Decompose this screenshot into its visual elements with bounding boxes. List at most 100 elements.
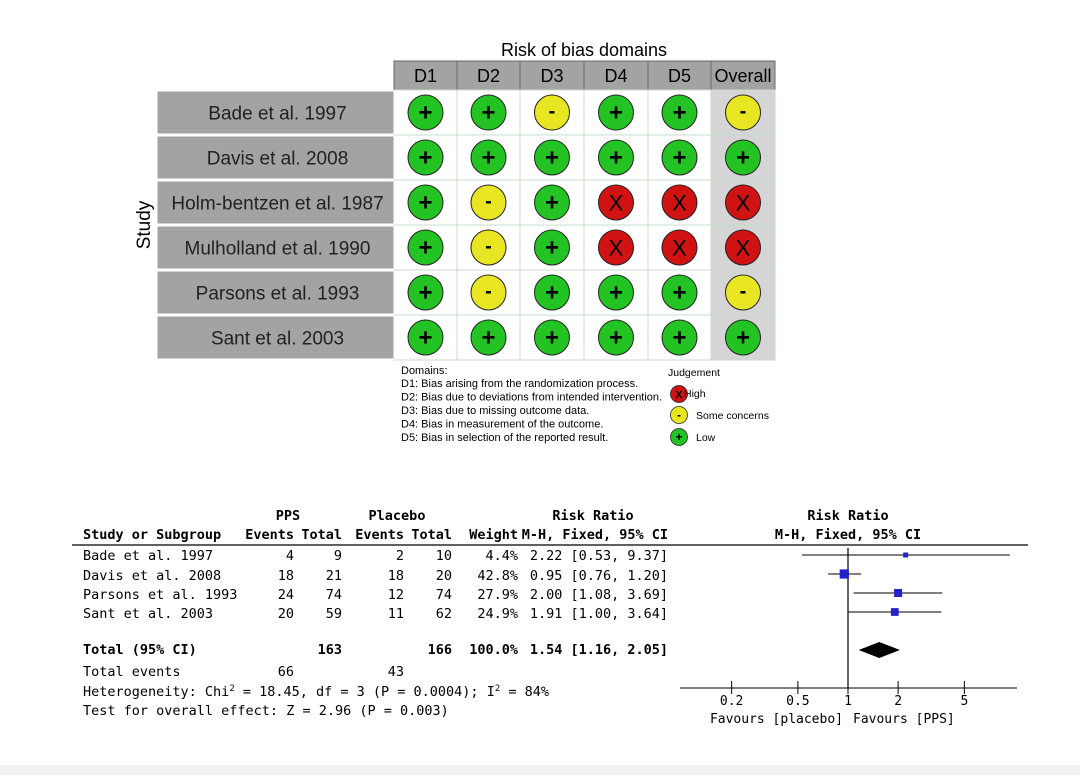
- judgement-symbol: X: [736, 236, 751, 261]
- judgement-symbol: X: [736, 191, 751, 216]
- judgement-dot-high: [598, 229, 634, 266]
- overall-effect-text: Test for overall effect: Z = 2.96 (P = 0…: [83, 703, 449, 719]
- judgement-dot-low: [534, 229, 570, 266]
- judgement-dot-low: [534, 274, 570, 311]
- study-label-box: [156, 135, 395, 180]
- judgement-dot-low: [407, 319, 444, 356]
- table-cell-weight: 24.9%: [477, 606, 518, 622]
- legend-label: High: [684, 388, 706, 400]
- judgement-symbol: -: [485, 191, 492, 213]
- judgement-legend-title: Judgement: [668, 367, 720, 379]
- column-header: Total: [301, 527, 342, 543]
- column-header: Events: [355, 527, 404, 543]
- effect-marker: [890, 608, 899, 616]
- judgement-dot-low: [407, 184, 444, 221]
- study-label-box: [156, 180, 395, 225]
- study-label: Davis et al. 2008: [207, 149, 349, 170]
- table-cell-ci_text: 2.00 [1.08, 3.69]: [530, 587, 668, 603]
- domain-header-label: D3: [540, 66, 563, 86]
- bottom-strip: [0, 765, 1080, 775]
- table-cell-ci_text: 2.22 [0.53, 9.37]: [530, 548, 668, 564]
- study-label: Bade et al. 1997: [208, 104, 346, 125]
- domain-header-label: Overall: [714, 66, 771, 86]
- judgement-dot-low: [661, 274, 698, 311]
- judgement-symbol: +: [609, 325, 623, 352]
- judgement-symbol: -: [740, 101, 747, 123]
- x-tick-label: 5: [960, 694, 968, 709]
- x-tick-label: 0.5: [786, 694, 809, 709]
- heterogeneity-part: Heterogeneity: Chi: [83, 684, 229, 700]
- judgement-symbol: +: [672, 325, 686, 352]
- table-cell-pps_events: 20: [278, 606, 294, 622]
- heterogeneity-part: = 18.45, df = 3 (P = 0.0004); I: [235, 684, 495, 700]
- effect-marker: [903, 552, 909, 558]
- judgement-symbol: +: [672, 100, 686, 127]
- heterogeneity-text: Heterogeneity: Chi2 = 18.45, df = 3 (P =…: [83, 684, 549, 700]
- judgement-dot-some: [470, 184, 507, 221]
- judgement-dot-low: [725, 319, 761, 356]
- judgement-dot-low: [598, 139, 634, 176]
- superscript: 2: [229, 684, 234, 694]
- judgement-dot-high: [598, 184, 634, 221]
- study-axis-label: Study: [134, 200, 155, 249]
- table-cell-pl_total: 10: [436, 548, 452, 564]
- table-cell-pps_events: 18: [278, 568, 294, 584]
- column-header: Study or Subgroup: [83, 527, 221, 543]
- effect-marker: [839, 569, 849, 579]
- favours-right-label: Favours [PPS]: [853, 712, 955, 727]
- total-events-label: Total events: [83, 664, 181, 680]
- legend-symbol: +: [675, 430, 682, 444]
- judgement-dot-low: [534, 184, 570, 221]
- judgement-dot-low: [661, 139, 698, 176]
- legend-label: Low: [696, 432, 716, 444]
- study-label: Mulholland et al. 1990: [185, 239, 371, 260]
- judgement-symbol: X: [672, 191, 687, 216]
- total-row-weight: 100.0%: [469, 642, 519, 658]
- domain-header-cell: [710, 60, 776, 91]
- grid-cell: [710, 314, 776, 361]
- judgement-dot-high: [661, 184, 698, 221]
- column-header: Events: [245, 527, 294, 543]
- heterogeneity-part: = 84%: [500, 684, 549, 700]
- judgement-symbol: +: [609, 100, 623, 127]
- column-header: M-H, Fixed, 95% CI: [775, 527, 921, 543]
- judgement-dot-low: [534, 319, 570, 356]
- judgement-dot-low: [534, 139, 570, 176]
- judgement-dot-low: [725, 139, 761, 176]
- judgement-dot-some: [725, 274, 761, 311]
- x-tick-label: 1: [844, 694, 852, 709]
- domain-header-cell: [456, 60, 521, 91]
- legend-symbol: -: [677, 408, 681, 422]
- domain-header-label: D5: [668, 66, 691, 86]
- domain-header-label: D4: [604, 66, 627, 86]
- judgement-dot-low: [470, 319, 507, 356]
- legend-dot-some: [670, 406, 688, 424]
- table-cell-pps_total: 59: [326, 606, 342, 622]
- domain-header-cell: [393, 60, 458, 91]
- judgement-symbol: +: [481, 100, 495, 127]
- rob-title: Risk of bias domains: [501, 40, 667, 60]
- judgement-dot-high: [725, 184, 761, 221]
- judgement-symbol: +: [545, 235, 559, 262]
- judgement-dot-low: [470, 139, 507, 176]
- judgement-symbol: +: [672, 145, 686, 172]
- judgement-symbol: -: [485, 236, 492, 258]
- domain-description: D5: Bias in selection of the reported re…: [401, 432, 608, 444]
- judgement-symbol: -: [549, 101, 556, 123]
- judgement-dot-low: [470, 94, 507, 131]
- judgement-dot-low: [598, 319, 634, 356]
- table-cell-pl_events: 11: [388, 606, 404, 622]
- total-events-placebo: 43: [388, 664, 404, 680]
- table-cell-weight: 4.4%: [485, 548, 518, 564]
- judgement-symbol: +: [481, 325, 495, 352]
- judgement-symbol: +: [418, 325, 432, 352]
- legend-dot-low: [670, 428, 688, 446]
- judgement-symbol: +: [545, 190, 559, 217]
- table-cell-ci_text: 1.91 [1.00, 3.64]: [530, 606, 668, 622]
- judgement-symbol: +: [418, 190, 432, 217]
- study-label-box: [156, 225, 395, 270]
- study-label: Sant et al. 2003: [211, 329, 344, 350]
- table-cell-pps_total: 74: [326, 587, 342, 603]
